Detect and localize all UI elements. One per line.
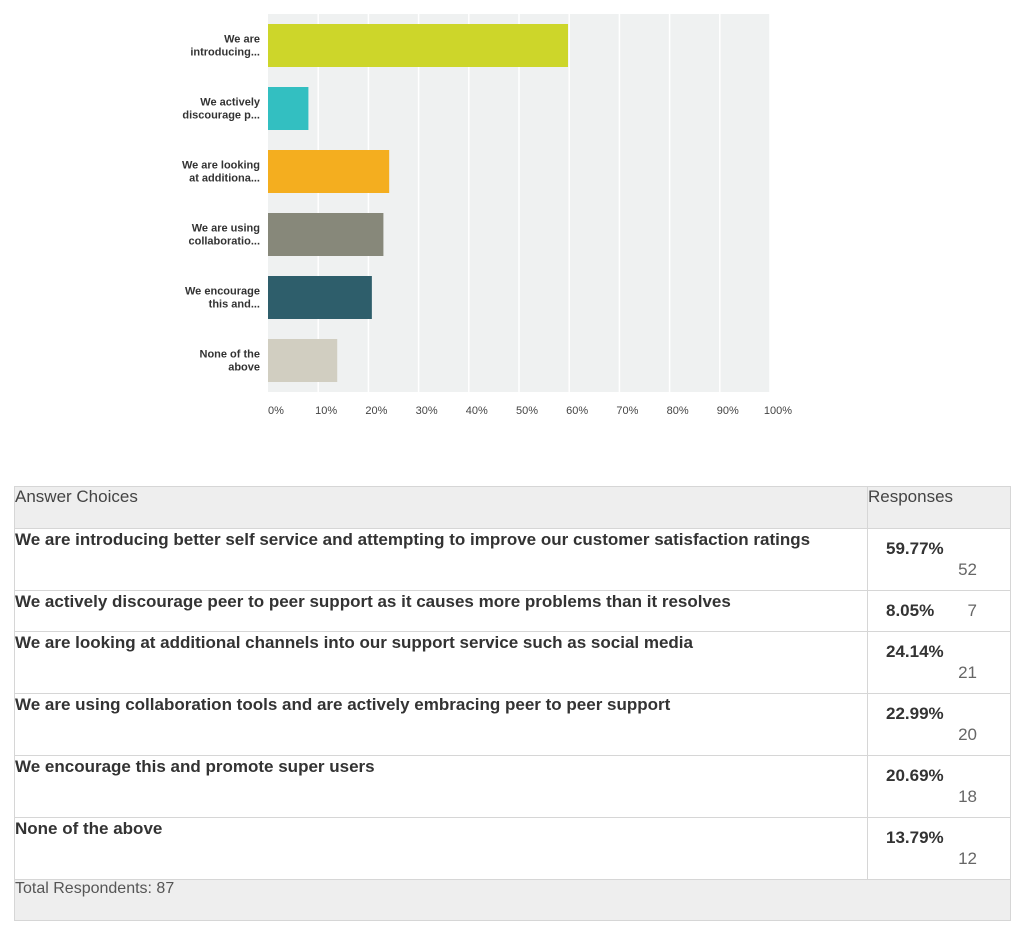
x-tick-label: 100% [764,405,792,417]
response-cell: 20.69% 18 [867,755,1011,818]
bar [268,87,309,130]
x-tick-label: 0% [268,405,284,417]
response-percent: 13.79% [886,828,944,847]
answer-choice: We are using collaboration tools and are… [14,693,868,756]
category-label: We are [224,34,260,46]
x-tick-label: 80% [667,405,689,417]
category-label: at additiona... [189,173,260,185]
total-respondents: Total Respondents: 87 [14,879,1011,921]
response-cell: 59.77% 52 [867,528,1011,591]
table-row: We are looking at additional channels in… [14,631,1011,694]
table-header-row: Answer Choices Responses [14,486,1011,529]
answer-choice: We are looking at additional channels in… [14,631,868,694]
total-row: Total Respondents: 87 [14,879,1011,921]
x-tick-label: 10% [315,405,337,417]
category-label: We encourage [185,286,260,298]
category-label: above [228,362,260,374]
results-table: Answer Choices Responses We are introduc… [14,486,1011,921]
category-label: We are using [192,223,260,235]
response-cell: 8.05% 7 [867,590,1011,632]
table-row: We are introducing better self service a… [14,528,1011,591]
bar-chart: 0% 10% 20% 30% 40% 50% 60% 70% 80% 90% 100% We are i… [0,0,1024,430]
bar [268,276,372,319]
x-tick-label: 30% [416,405,438,417]
table-row: None of the above 13.79% 12 [14,817,1011,880]
answer-choice: We actively discourage peer to peer supp… [14,590,868,632]
category-label: None of the [200,349,261,361]
bar [268,150,390,193]
answer-choice: We are introducing better self service a… [14,528,868,591]
bar [268,24,569,67]
x-tick-label: 50% [516,405,538,417]
table-row: We actively discourage peer to peer supp… [14,590,1011,632]
x-tick-label: 70% [616,405,638,417]
bar [268,339,338,382]
response-cell: 24.14% 21 [867,631,1011,694]
category-label: introducing... [190,47,260,59]
response-percent: 20.69% [886,766,944,785]
bar [268,213,384,256]
response-count: 12 [958,849,977,868]
category-label: collaboratio... [188,236,260,248]
response-count: 7 [967,601,977,620]
response-count: 18 [958,787,977,806]
category-label: discourage p... [182,110,260,122]
response-cell: 22.99% 20 [867,693,1011,756]
answer-choice: We encourage this and promote super user… [14,755,868,818]
x-tick-label: 20% [365,405,387,417]
response-percent: 8.05% [886,601,935,620]
response-percent: 24.14% [886,642,944,661]
answer-choice: None of the above [14,817,868,880]
category-label: We are looking [182,160,260,172]
table-row: We are using collaboration tools and are… [14,693,1011,756]
category-label: this and... [209,299,260,311]
header-responses: Responses [867,486,1011,529]
category-label: We actively [200,97,261,109]
response-count: 52 [958,560,977,579]
response-percent: 22.99% [886,704,944,723]
response-count: 20 [958,725,977,744]
response-count: 21 [958,663,977,682]
header-answer-choices: Answer Choices [14,486,868,529]
x-tick-label: 90% [717,405,739,417]
response-percent: 59.77% [886,539,944,558]
x-tick-label: 40% [466,405,488,417]
response-cell: 13.79% 12 [867,817,1011,880]
x-tick-label: 60% [566,405,588,417]
bar-chart-svg: 0% 10% 20% 30% 40% 50% 60% 70% 80% 90% 100% We arei… [182,14,792,417]
table-row: We encourage this and promote super user… [14,755,1011,818]
